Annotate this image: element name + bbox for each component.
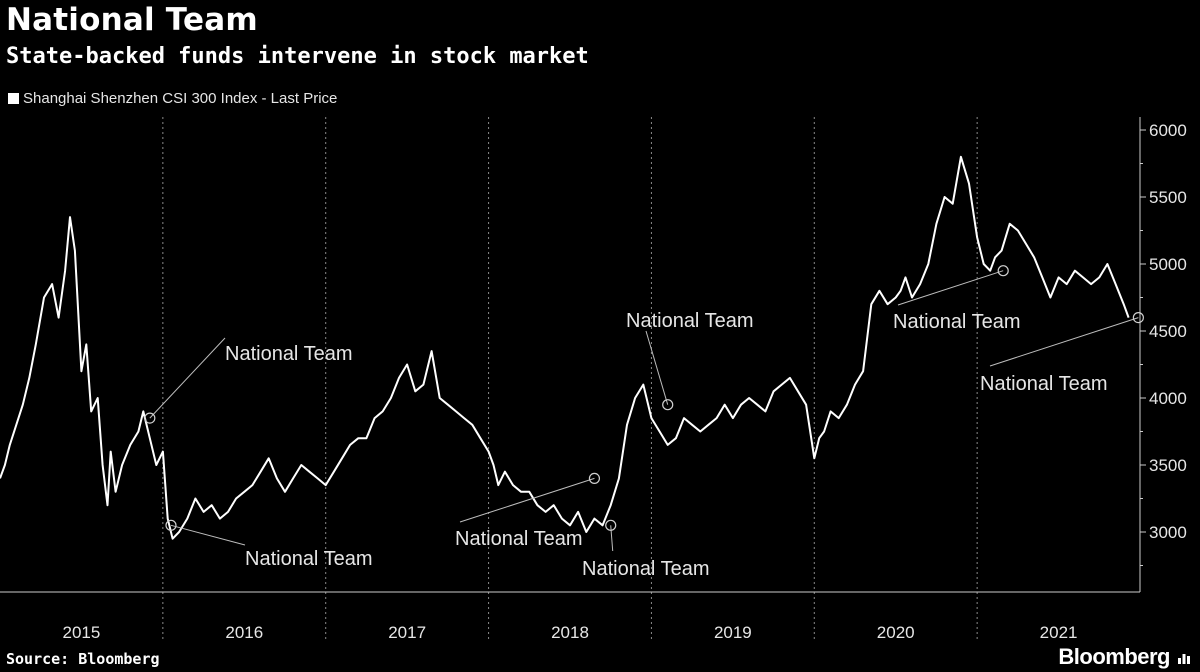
y-tick-label: 4500 — [1149, 322, 1187, 341]
annotation-leader — [610, 525, 614, 552]
chart-subtitle: State-backed funds intervene in stock ma… — [6, 44, 589, 69]
x-tick-label: 2021 — [1040, 623, 1078, 642]
y-tick-label: 3000 — [1149, 523, 1187, 542]
annotation-leader — [459, 477, 595, 523]
y-tick-label: 6000 — [1149, 121, 1187, 140]
annotation-label: National Team — [455, 528, 582, 550]
legend-label: Shanghai Shenzhen CSI 300 Index - Last P… — [23, 90, 338, 107]
legend-swatch — [8, 93, 19, 104]
legend: Shanghai Shenzhen CSI 300 Index - Last P… — [8, 90, 337, 107]
chart-title: National Team — [6, 2, 258, 38]
x-tick-label: 2017 — [388, 623, 426, 642]
annotation-marker — [588, 472, 601, 484]
y-tick-label: 3500 — [1149, 456, 1187, 475]
annotation-marker — [1132, 312, 1144, 324]
annotation-label: National Team — [582, 558, 709, 580]
annotation-marker — [165, 519, 177, 531]
annotation-leader — [989, 317, 1139, 367]
x-tick-label: 2020 — [877, 623, 915, 642]
x-tick-label: 2019 — [714, 623, 752, 642]
annotation-label: National Team — [225, 343, 352, 365]
x-tick-label: 2018 — [551, 623, 589, 642]
source-note: Source: Bloomberg — [6, 650, 160, 668]
x-tick-label: 2016 — [225, 623, 263, 642]
annotation-label: National Team — [893, 311, 1020, 333]
annotation-leader — [170, 524, 246, 546]
x-tick-label: 2015 — [63, 623, 101, 642]
series-line — [0, 155, 1130, 540]
annotation-marker — [997, 265, 1009, 277]
annotation-label: National Team — [245, 548, 372, 570]
annotation-marker — [144, 412, 156, 424]
annotation-label: National Team — [626, 310, 753, 332]
brand-logo: Bloomberg — [1058, 644, 1170, 669]
annotation-marker — [662, 399, 674, 411]
annotation-marker — [605, 519, 617, 531]
annotation-leader — [645, 330, 669, 405]
annotation-leader — [149, 337, 226, 419]
y-tick-label: 4000 — [1149, 389, 1187, 408]
y-tick-label: 5000 — [1149, 255, 1187, 274]
bar-chart-icon — [1178, 654, 1190, 664]
annotation-label: National Team — [980, 373, 1107, 395]
annotation-leader — [897, 270, 1004, 306]
y-tick-label: 5500 — [1149, 188, 1187, 207]
